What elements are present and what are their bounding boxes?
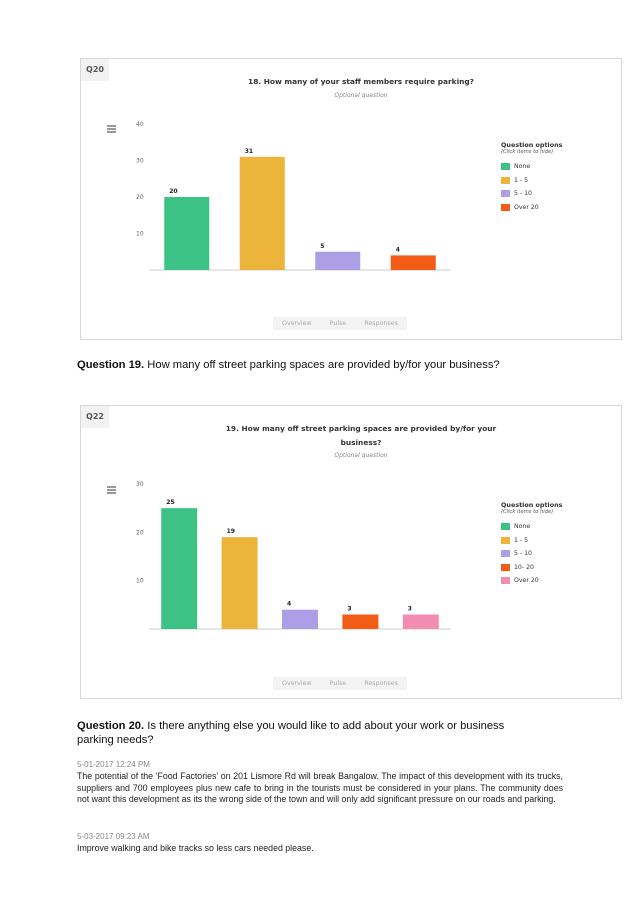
y-tick-label: 10 [136, 578, 144, 585]
bar [315, 251, 361, 270]
legend-label: 1 - 5 [514, 536, 529, 544]
y-tick-label: 10 [136, 231, 144, 238]
question-19-heading: Question 19. How many off street parking… [77, 358, 537, 372]
legend-swatch [501, 190, 510, 198]
legend-subtitle: (Click items to hide) [501, 509, 554, 515]
legend-label: None [514, 163, 531, 171]
data-label: 4 [287, 601, 291, 608]
data-label: 20 [169, 188, 177, 195]
legend-swatch [501, 523, 510, 531]
y-tick-label: 40 [136, 121, 144, 128]
legend-item[interactable]: None [501, 520, 611, 534]
legend-item[interactable]: 5 - 10 [501, 187, 611, 201]
legend-swatch [501, 563, 510, 571]
data-label: 3 [408, 606, 412, 613]
chart-title-line-1: 19. How many off street parking spaces a… [225, 424, 497, 433]
question-19-label: Question 19. [77, 359, 145, 371]
legend-swatch [501, 550, 510, 558]
legend-item[interactable]: Over 20 [501, 574, 611, 588]
data-label: 4 [396, 246, 400, 253]
legend-label: 10- 20 [514, 563, 534, 571]
question-20-text: Is there anything else you would like to… [77, 720, 505, 746]
chart-title-line-2: business? [340, 438, 382, 447]
question-20-label: Question 20. [77, 720, 145, 732]
chart-legend: Question options (Click items to hide) N… [501, 141, 611, 214]
chart-legend: Question options (Click items to hide) N… [501, 501, 611, 588]
legend-swatch [501, 203, 510, 211]
legend-label: Over 20 [514, 577, 539, 585]
response-text: The potential of the 'Food Factories' on… [77, 771, 563, 805]
y-tick-label: 30 [136, 158, 144, 165]
legend-label: 5 - 10 [514, 550, 532, 558]
y-tick-label: 20 [136, 529, 144, 536]
legend-title: Question options [501, 141, 563, 149]
question-tag: Q20 [81, 59, 109, 81]
view-tabs: Overview Pulse Responses [273, 677, 407, 690]
legend-item[interactable]: None [501, 160, 611, 174]
legend-subtitle: (Click items to hide) [501, 149, 554, 155]
chart-title: 18. How many of your staff members requi… [248, 77, 474, 86]
legend-item[interactable]: 1 - 5 [501, 174, 611, 188]
legend-swatch [501, 536, 510, 544]
legend-item[interactable]: 10- 20 [501, 561, 611, 575]
bar [282, 609, 318, 629]
tab-pulse[interactable]: Pulse [329, 320, 347, 327]
bar [402, 614, 439, 629]
tab-pulse[interactable]: Pulse [329, 680, 347, 687]
chart-menu-icon[interactable] [107, 125, 116, 133]
legend-title: Question options [501, 501, 563, 509]
legend-item[interactable]: 1 - 5 [501, 534, 611, 548]
bar-chart: 10 20 30 25 19 4 3 3 [136, 481, 451, 630]
legend-item[interactable]: 5 - 10 [501, 547, 611, 561]
tab-overview[interactable]: Overview [282, 320, 312, 327]
legend-swatch [501, 577, 510, 585]
data-label: 25 [166, 499, 174, 506]
tab-responses[interactable]: Responses [364, 320, 398, 327]
question-20-heading: Question 20. Is there anything else you … [77, 719, 537, 747]
chart-subtitle: Optional question [334, 452, 388, 459]
question-card-q22: Q22 19. How many off street parking spac… [80, 405, 622, 699]
chart-menu-icon[interactable] [107, 486, 116, 494]
response-text: Improve walking and bike tracks so less … [77, 843, 314, 853]
question-tag: Q22 [81, 406, 109, 428]
chart-subtitle: Optional question [334, 92, 388, 99]
bar [164, 197, 210, 270]
legend-label: None [514, 523, 531, 531]
legend-label: Over 20 [514, 203, 539, 211]
legend-label: 1 - 5 [514, 176, 529, 184]
data-label: 3 [347, 606, 351, 613]
question-19-text: How many off street parking spaces are p… [144, 359, 500, 371]
data-label: 31 [245, 148, 253, 155]
response-timestamp: 5-03-2017 09:23 AM [77, 832, 150, 841]
y-tick-label: 20 [136, 194, 144, 201]
data-label: 19 [227, 528, 235, 535]
tab-overview[interactable]: Overview [282, 680, 312, 687]
response-timestamp: 5-01-2017 12:24 PM [77, 760, 150, 769]
legend-swatch [501, 163, 510, 171]
question-card-q20: Q20 18. How many of your staff members r… [80, 58, 622, 340]
tab-responses[interactable]: Responses [364, 680, 398, 687]
legend-item[interactable]: Over 20 [501, 201, 611, 215]
bar [342, 614, 379, 629]
bar [221, 537, 258, 629]
y-tick-label: 30 [136, 481, 144, 488]
bar [239, 156, 285, 270]
bar-chart: 10 20 30 40 20 31 5 4 [136, 121, 451, 271]
bar [390, 255, 436, 270]
legend-label: 5 - 10 [514, 190, 532, 198]
legend-swatch [501, 176, 510, 184]
data-label: 5 [320, 243, 324, 250]
bar [161, 508, 198, 629]
view-tabs: Overview Pulse Responses [273, 317, 407, 330]
